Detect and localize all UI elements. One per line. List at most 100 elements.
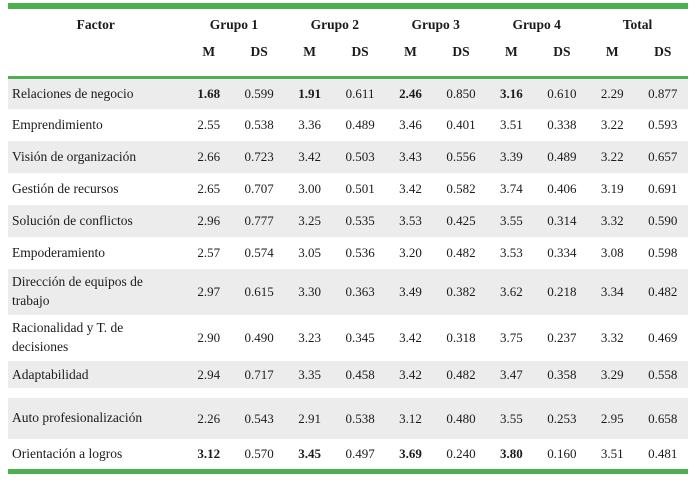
value-cell: 2.94 xyxy=(183,361,234,398)
value-cell: 0.599 xyxy=(244,85,274,101)
value-cell: 3.32 xyxy=(600,213,624,228)
value-cell: 2.66 xyxy=(197,149,221,164)
value-cell: 3.12 xyxy=(399,410,422,426)
value-cell: 3.12 xyxy=(197,445,221,461)
value-cell: 3.32 xyxy=(600,330,624,345)
column-group-header: Grupo 3 xyxy=(411,17,460,32)
value-cell: 0.406 xyxy=(547,181,577,196)
value-cell: 0.538 xyxy=(244,117,274,132)
value-cell: 0.480 xyxy=(446,410,476,426)
value-cell: 2.96 xyxy=(197,213,221,228)
value-cell: 2.97 xyxy=(197,284,221,299)
value-cell: 0.707 xyxy=(244,181,274,196)
factor-label: Solución de conflictos xyxy=(12,213,133,228)
column-group-header: Grupo 4 xyxy=(512,17,561,32)
value-cell: 0.401 xyxy=(446,117,476,132)
value-cell: 0.334 xyxy=(547,245,577,260)
value-cell: 0.497 xyxy=(345,445,375,461)
value-cell: 3.51 xyxy=(600,445,624,461)
value-cell: 0.850 xyxy=(446,85,476,101)
factor-label: Empoderamiento xyxy=(12,245,105,260)
value-cell: 1.91 xyxy=(298,85,321,101)
factor-label: Gestión de recursos xyxy=(12,181,119,196)
factors-statistics-table: Factor Grupo 1 Grupo 2 Grupo 3 Grupo 4 Total… xyxy=(8,3,688,474)
value-cell: 2.26 xyxy=(197,410,221,426)
stat-column-header: M xyxy=(385,37,436,79)
table-row: Gestión de recursos 2.65 0.707 3.00 0.501 3.4… xyxy=(8,173,688,205)
value-cell: 3.42 xyxy=(399,181,422,196)
table-row: Auto profesionalización 2.26 0.543 2.91 0.53… xyxy=(8,393,688,439)
value-cell: 0.658 xyxy=(648,410,678,426)
value-cell: 0.482 xyxy=(648,284,678,299)
value-cell: 3.39 xyxy=(500,149,523,164)
value-cell: 3.55 xyxy=(500,410,523,426)
stat-column-header: DS xyxy=(435,37,487,79)
stat-column-header: DS xyxy=(637,37,688,79)
value-cell: 3.43 xyxy=(399,149,422,164)
value-cell: 3.00 xyxy=(298,181,321,196)
value-cell: 0.338 xyxy=(547,117,577,132)
table-row: Visión de organización 2.66 0.723 3.42 0.503… xyxy=(8,141,688,173)
value-cell: 0.574 xyxy=(244,245,274,260)
value-cell: 3.75 xyxy=(500,330,523,345)
value-cell: 0.570 xyxy=(244,445,274,461)
value-cell: 3.74 xyxy=(500,181,523,196)
value-cell: 2.55 xyxy=(197,117,221,132)
value-cell: 0.240 xyxy=(446,445,476,461)
value-cell: 0.318 xyxy=(446,330,476,345)
value-cell: 0.593 xyxy=(648,117,678,132)
value-cell: 3.42 xyxy=(399,330,422,345)
stat-column-header: DS xyxy=(233,37,285,79)
value-cell: 0.490 xyxy=(244,330,274,345)
value-cell: 3.62 xyxy=(500,284,523,299)
value-cell: 0.691 xyxy=(648,181,678,196)
value-cell: 3.16 xyxy=(500,85,523,101)
value-cell: 2.91 xyxy=(298,410,321,426)
value-cell: 0.657 xyxy=(648,149,678,164)
table-row: Empoderamiento 2.57 0.574 3.05 0.536 3.20 0.48… xyxy=(8,237,688,269)
column-group-header: Grupo 1 xyxy=(209,17,259,32)
value-cell: 3.53 xyxy=(500,245,523,260)
value-cell: 0.237 xyxy=(547,330,577,345)
value-cell: 0.458 xyxy=(334,361,386,398)
value-cell: 3.80 xyxy=(500,445,523,461)
value-cell: 0.425 xyxy=(446,213,476,228)
value-cell: 0.482 xyxy=(446,245,476,260)
value-cell: 3.53 xyxy=(399,213,422,228)
value-cell: 0.481 xyxy=(648,445,678,461)
value-cell: 0.345 xyxy=(345,330,375,345)
value-cell: 0.469 xyxy=(648,330,678,345)
header-group-row: Factor Grupo 1 Grupo 2 Grupo 3 Grupo 4 Total xyxy=(8,6,688,79)
table-row: Adaptabilidad 2.94 0.717 3.35 0.458 3.42 0.482… xyxy=(8,361,688,398)
value-cell: 0.598 xyxy=(648,245,678,260)
value-cell: 3.05 xyxy=(298,245,321,260)
value-cell: 0.536 xyxy=(345,245,375,260)
factor-label: Dirección de equipos de trabajo xyxy=(12,274,143,308)
table-header: Factor Grupo 1 Grupo 2 Grupo 3 Grupo 4 Total… xyxy=(8,6,688,79)
value-cell: 0.538 xyxy=(345,410,375,426)
value-cell: 3.46 xyxy=(399,117,422,132)
factor-column-header: Factor xyxy=(8,6,184,79)
value-cell: 2.90 xyxy=(197,330,221,345)
value-cell: 0.489 xyxy=(345,117,375,132)
value-cell: 3.25 xyxy=(298,213,321,228)
factor-label: Racionalidad y T. de decisiones xyxy=(12,320,124,354)
value-cell: 2.65 xyxy=(197,181,221,196)
table-row: Racionalidad y T. de decisiones 2.90 0.490… xyxy=(8,315,688,361)
value-cell: 3.20 xyxy=(399,245,422,260)
value-cell: 0.218 xyxy=(547,284,577,299)
value-cell: 0.543 xyxy=(244,410,274,426)
value-cell: 0.160 xyxy=(547,445,577,461)
value-cell: 0.582 xyxy=(446,181,476,196)
factor-label: Relaciones de negocio xyxy=(12,85,134,101)
value-cell: 0.777 xyxy=(244,213,274,228)
value-cell: 0.489 xyxy=(547,149,577,164)
value-cell: 3.30 xyxy=(298,284,321,299)
value-cell: 3.29 xyxy=(587,361,638,398)
table-row: Emprendimiento 2.55 0.538 3.36 0.489 3.46 0.40… xyxy=(8,109,688,141)
factor-label: Orientación a logros xyxy=(12,445,123,461)
value-cell: 0.723 xyxy=(244,149,274,164)
value-cell: 3.08 xyxy=(600,245,624,260)
value-cell: 3.51 xyxy=(500,117,523,132)
